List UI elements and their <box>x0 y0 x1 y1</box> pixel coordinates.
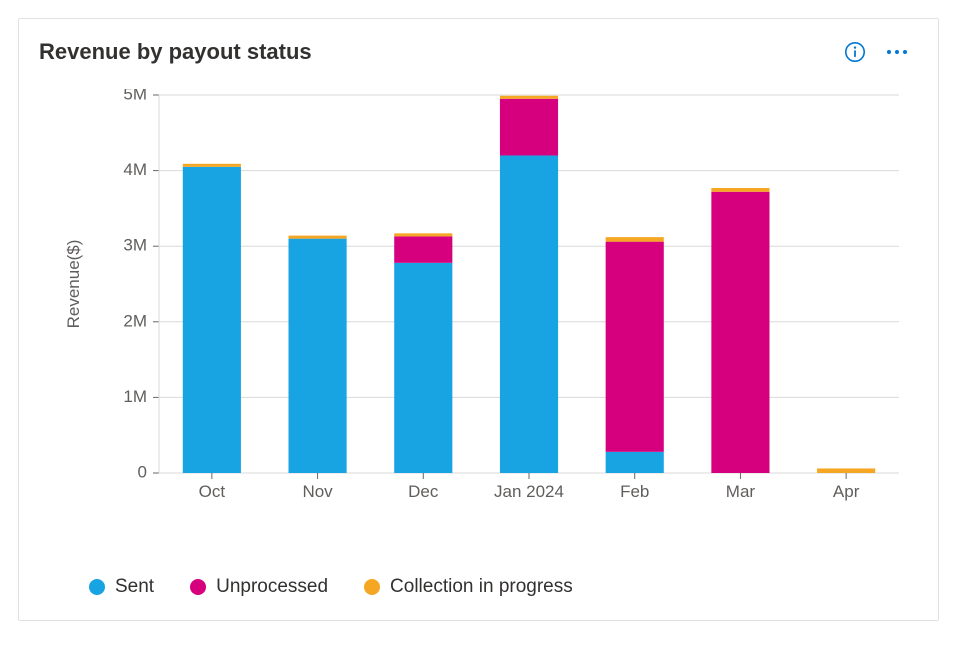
y-tick-label: 5M <box>123 89 147 103</box>
bar-segment-collection[interactable] <box>500 96 558 99</box>
chart-legend: Sent Unprocessed Collection in progress <box>89 576 573 598</box>
revenue-card: Revenue by payout status 0 1M 2M 3M 4M 5M Reve… <box>18 18 939 621</box>
x-tick-label: Apr <box>833 482 860 501</box>
bar-segment-sent[interactable] <box>500 155 558 473</box>
bar-segment-collection[interactable] <box>711 188 769 192</box>
legend-label: Unprocessed <box>216 576 328 598</box>
bar-segment-unprocessed[interactable] <box>394 236 452 262</box>
y-tick-label: 0 <box>138 462 147 481</box>
legend-swatch <box>190 579 206 595</box>
bar-segment-unprocessed[interactable] <box>606 242 664 452</box>
bar-segment-collection[interactable] <box>183 164 241 167</box>
legend-label: Sent <box>115 576 154 598</box>
bar-segment-sent[interactable] <box>289 239 347 473</box>
card-header: Revenue by payout status <box>39 37 918 67</box>
bar-segment-sent[interactable] <box>183 167 241 473</box>
bar-segment-unprocessed[interactable] <box>711 192 769 473</box>
y-tick-label: 2M <box>123 311 147 330</box>
bar-segment-collection[interactable] <box>394 233 452 236</box>
legend-label: Collection in progress <box>390 576 573 598</box>
x-tick-label: Mar <box>726 482 756 501</box>
card-title: Revenue by payout status <box>39 39 312 65</box>
more-icon[interactable] <box>884 41 910 63</box>
bar-segment-collection[interactable] <box>289 236 347 239</box>
x-tick-label: Nov <box>302 482 333 501</box>
y-axis-title: Revenue($) <box>64 240 83 329</box>
y-tick-label: 4M <box>123 160 147 179</box>
header-actions <box>844 41 918 63</box>
x-tick-label: Feb <box>620 482 649 501</box>
legend-swatch <box>89 579 105 595</box>
x-tick-label: Dec <box>408 482 439 501</box>
legend-item-unprocessed[interactable]: Unprocessed <box>190 576 328 598</box>
y-tick-label: 3M <box>123 236 147 255</box>
bar-segment-collection[interactable] <box>606 237 664 242</box>
legend-swatch <box>364 579 380 595</box>
info-icon[interactable] <box>844 41 866 63</box>
x-tick-label: Oct <box>199 482 226 501</box>
x-tick-label: Jan 2024 <box>494 482 564 501</box>
bar-segment-sent[interactable] <box>394 263 452 473</box>
bar-segment-collection[interactable] <box>817 468 875 473</box>
bar-segment-sent[interactable] <box>606 452 664 473</box>
y-tick-label: 1M <box>123 387 147 406</box>
legend-item-collection[interactable]: Collection in progress <box>364 576 573 598</box>
revenue-chart: 0 1M 2M 3M 4M 5M Revenue($) Oct Nov Dec Jan 2024 Fe… <box>55 89 915 529</box>
bar-segment-unprocessed[interactable] <box>500 99 558 156</box>
legend-item-sent[interactable]: Sent <box>89 576 154 598</box>
